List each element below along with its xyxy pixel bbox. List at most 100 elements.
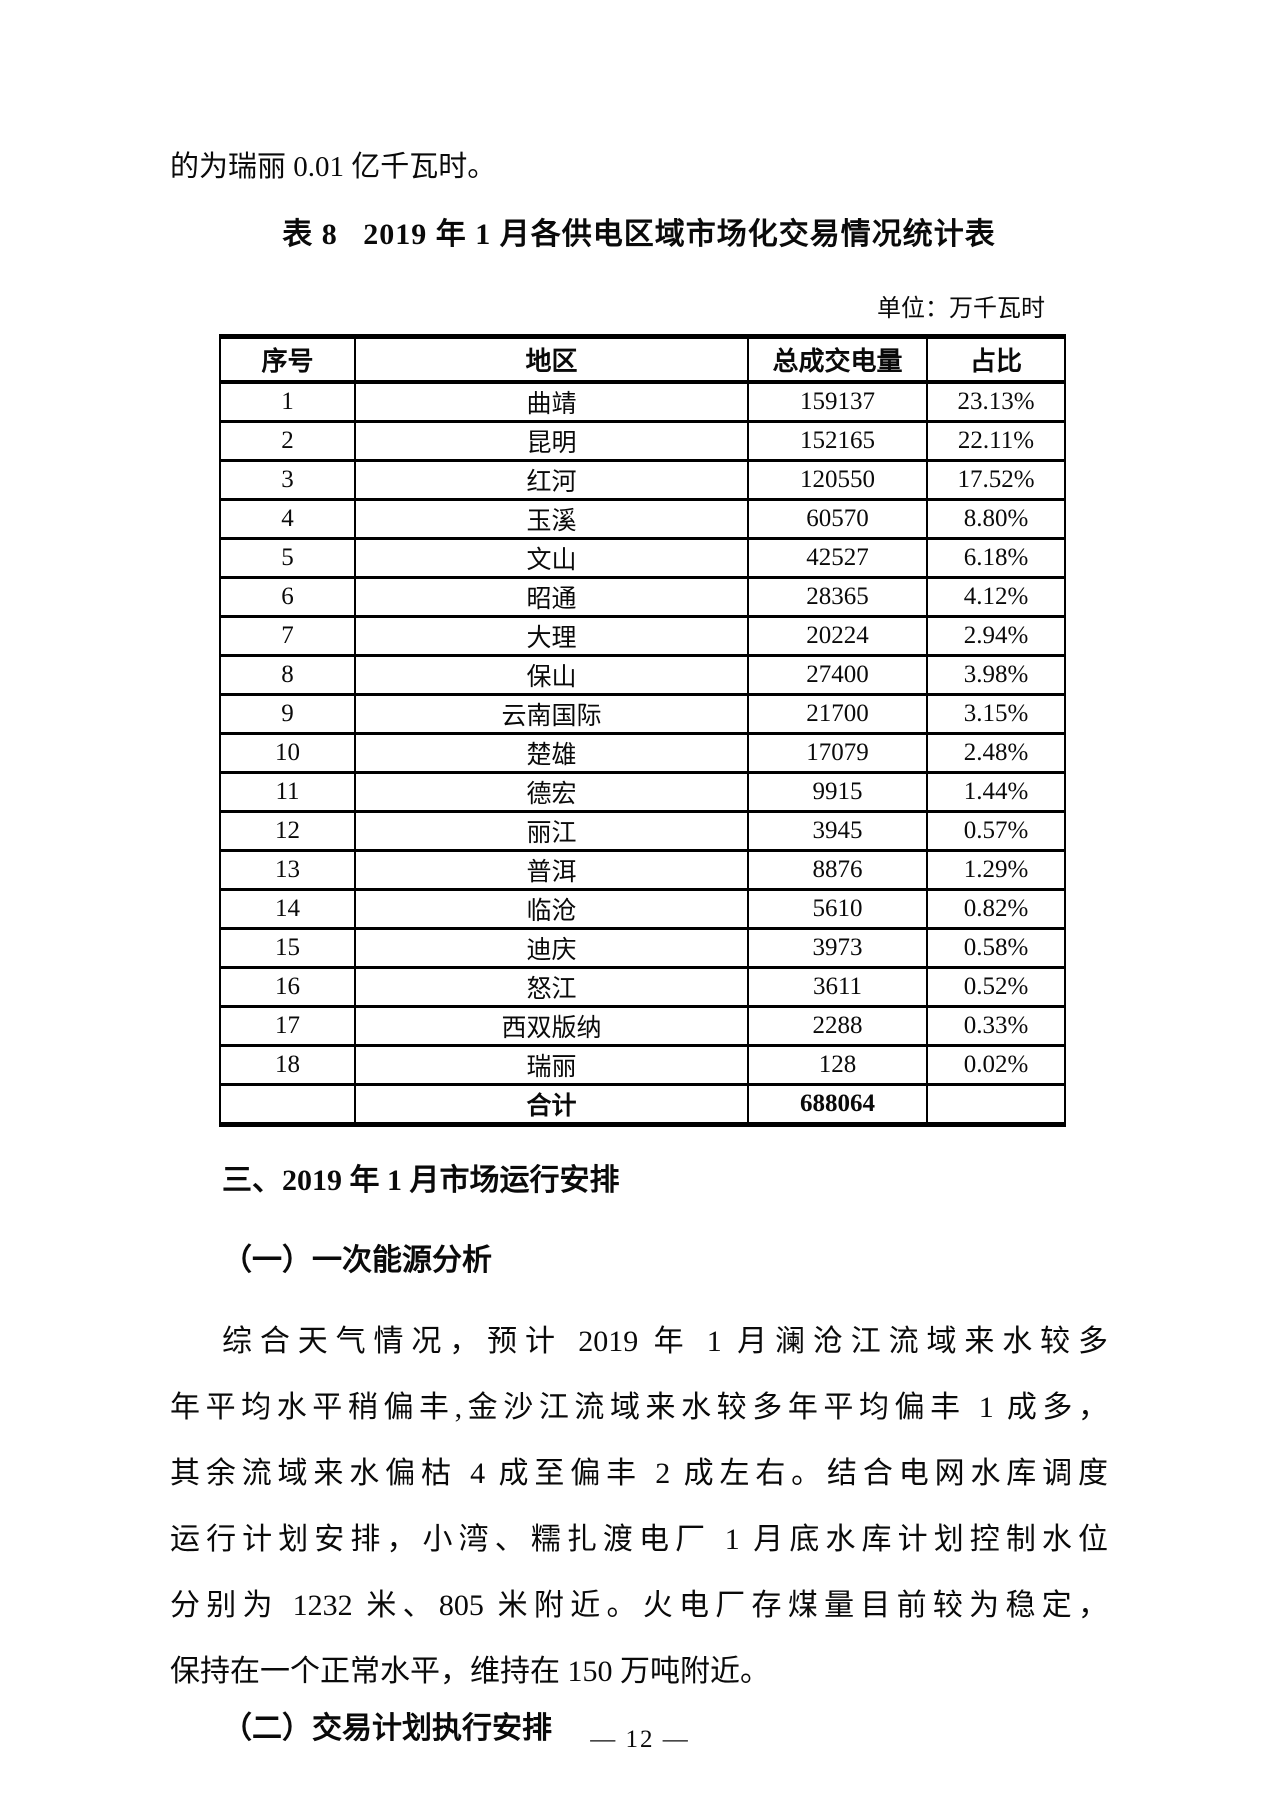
table-row: 17 西双版纳 2288 0.33% <box>219 1004 1066 1047</box>
table-header-row: 序号 地区 总成交电量 占比 <box>219 335 1066 384</box>
cell-region: 楚雄 <box>354 731 749 774</box>
cell-region: 曲靖 <box>354 380 749 423</box>
cell-volume: 8876 <box>747 848 928 891</box>
table-row: 4 玉溪 60570 8.80% <box>219 497 1066 540</box>
cell-share: 2.94% <box>926 614 1066 657</box>
cell-share: 0.82% <box>926 887 1066 930</box>
cell-region: 云南国际 <box>354 692 749 735</box>
cell-region: 瑞丽 <box>354 1043 749 1086</box>
cell-region: 德宏 <box>354 770 749 813</box>
cell-region: 文山 <box>354 536 749 579</box>
table-row: 5 文山 42527 6.18% <box>219 536 1066 579</box>
table-row: 13 普洱 8876 1.29% <box>219 848 1066 891</box>
cell-volume: 27400 <box>747 653 928 696</box>
cell-index: 13 <box>219 848 356 891</box>
cell-region: 临沧 <box>354 887 749 930</box>
cell-index: 11 <box>219 770 356 813</box>
cell-volume: 60570 <box>747 497 928 540</box>
paragraph-line: 综合天气情况，预计 2019 年 1 月澜沧江流域来水较多 <box>222 1324 1108 1358</box>
intro-paragraph-line: 的为瑞丽 0.01 亿千瓦时。 <box>170 151 497 183</box>
header-share: 占比 <box>926 335 1066 384</box>
table-row: 9 云南国际 21700 3.15% <box>219 692 1066 735</box>
cell-share: 3.15% <box>926 692 1066 735</box>
page-number: — 12 — <box>590 1726 690 1753</box>
cell-share: 2.48% <box>926 731 1066 774</box>
table-row: 6 昭通 28365 4.12% <box>219 575 1066 618</box>
energy-analysis-paragraph: 综合天气情况，预计 2019 年 1 月澜沧江流域来水较多 年平均水平稍偏丰,金… <box>170 1309 1108 1705</box>
section-heading-3: 三、2019 年 1 月市场运行安排 <box>222 1163 620 1197</box>
table-total-row: 合计 688064 <box>219 1082 1066 1126</box>
header-volume: 总成交电量 <box>747 335 928 384</box>
table-header: 序号 地区 总成交电量 占比 <box>219 335 1066 384</box>
table-row: 1 曲靖 159137 23.13% <box>219 380 1066 423</box>
cell-index: 18 <box>219 1043 356 1086</box>
cell-volume: 17079 <box>747 731 928 774</box>
paragraph-line: 分别为 1232 米、805 米附近。火电厂存煤量目前较为稳定， <box>170 1588 1108 1622</box>
section-heading-3-2: （二）交易计划执行安排 <box>222 1711 552 1745</box>
table-row: 12 丽江 3945 0.57% <box>219 809 1066 852</box>
table-row: 3 红河 120550 17.52% <box>219 458 1066 501</box>
cell-share: 8.80% <box>926 497 1066 540</box>
cell-region: 怒江 <box>354 965 749 1008</box>
cell-share: 3.98% <box>926 653 1066 696</box>
cell-region: 昭通 <box>354 575 749 618</box>
cell-index: 10 <box>219 731 356 774</box>
table-caption: 表 8 2019 年 1 月各供电区域市场化交易情况统计表 <box>282 218 996 251</box>
table-row: 11 德宏 9915 1.44% <box>219 770 1066 813</box>
cell-index: 3 <box>219 458 356 501</box>
cell-share: 23.13% <box>926 380 1066 423</box>
cell-region: 昆明 <box>354 419 749 462</box>
cell-region: 保山 <box>354 653 749 696</box>
cell-index: 4 <box>219 497 356 540</box>
cell-volume: 9915 <box>747 770 928 813</box>
cell-share: 4.12% <box>926 575 1066 618</box>
cell-volume: 3973 <box>747 926 928 969</box>
cell-share: 0.57% <box>926 809 1066 852</box>
cell-index: 8 <box>219 653 356 696</box>
cell-volume: 5610 <box>747 887 928 930</box>
paragraph-line: 保持在一个正常水平，维持在 150 万吨附近。 <box>170 1654 770 1688</box>
cell-share: 0.33% <box>926 1004 1066 1047</box>
section-heading-3-1: （一）一次能源分析 <box>222 1243 492 1277</box>
cell-index: 9 <box>219 692 356 735</box>
cell-volume: 152165 <box>747 419 928 462</box>
cell-volume: 42527 <box>747 536 928 579</box>
cell-index: 7 <box>219 614 356 657</box>
cell-region: 玉溪 <box>354 497 749 540</box>
table-row: 10 楚雄 17079 2.48% <box>219 731 1066 774</box>
cell-volume: 120550 <box>747 458 928 501</box>
cell-share: 22.11% <box>926 419 1066 462</box>
header-index: 序号 <box>219 335 356 384</box>
table-row: 2 昆明 152165 22.11% <box>219 419 1066 462</box>
cell-share: 1.44% <box>926 770 1066 813</box>
cell-region: 普洱 <box>354 848 749 891</box>
cell-region: 红河 <box>354 458 749 501</box>
cell-region: 合计 <box>354 1082 749 1126</box>
cell-region: 迪庆 <box>354 926 749 969</box>
cell-index: 15 <box>219 926 356 969</box>
cell-share: 1.29% <box>926 848 1066 891</box>
cell-region: 西双版纳 <box>354 1004 749 1047</box>
cell-volume: 20224 <box>747 614 928 657</box>
cell-index: 12 <box>219 809 356 852</box>
cell-index <box>219 1082 356 1126</box>
cell-share <box>926 1082 1066 1126</box>
cell-share: 0.52% <box>926 965 1066 1008</box>
cell-index: 1 <box>219 380 356 423</box>
cell-volume: 21700 <box>747 692 928 735</box>
cell-volume: 128 <box>747 1043 928 1086</box>
cell-volume: 2288 <box>747 1004 928 1047</box>
paragraph-line: 运行计划安排，小湾、糯扎渡电厂 1 月底水库计划控制水位 <box>170 1522 1108 1556</box>
cell-share: 17.52% <box>926 458 1066 501</box>
cell-volume: 688064 <box>747 1082 928 1126</box>
cell-index: 2 <box>219 419 356 462</box>
cell-index: 6 <box>219 575 356 618</box>
table-row: 14 临沧 5610 0.82% <box>219 887 1066 930</box>
cell-index: 5 <box>219 536 356 579</box>
trading-stats-table: 序号 地区 总成交电量 占比 1 曲靖 159137 23.13% 2 昆明 152165 2… <box>219 334 1066 1127</box>
header-region: 地区 <box>354 335 749 384</box>
cell-index: 16 <box>219 965 356 1008</box>
cell-index: 14 <box>219 887 356 930</box>
cell-region: 丽江 <box>354 809 749 852</box>
